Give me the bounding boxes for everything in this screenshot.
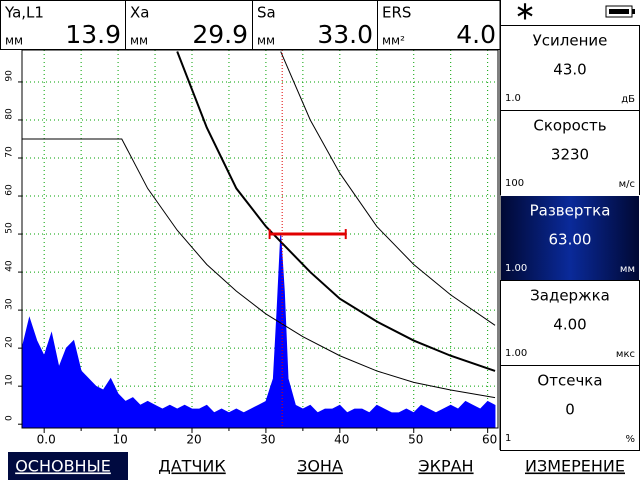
param-selected[interactable] <box>500 195 640 281</box>
star-icon: ∗ <box>514 0 536 27</box>
y-tick-label: 10 <box>5 374 15 386</box>
plot-area <box>22 50 498 428</box>
x-tick-label: 30 <box>260 433 275 447</box>
param-value: 3230 <box>551 146 589 164</box>
readout-label: Sa <box>257 4 276 22</box>
y-tick-label: 50 <box>5 222 15 234</box>
y-tick-label: 40 <box>5 260 15 272</box>
param-name: Развертка <box>530 202 611 220</box>
battery-icon <box>605 5 635 18</box>
x-tick-label: 50 <box>408 433 423 447</box>
tab[interactable]: ОСНОВНЫЕ <box>15 457 111 476</box>
dac-curve <box>22 138 496 399</box>
param-box[interactable] <box>500 25 640 111</box>
readout-box <box>125 0 253 50</box>
readout-value: 29.9 <box>192 20 248 49</box>
x-labels: 0.0 10 20 30 40 50 60 <box>37 433 498 447</box>
x-tick-label: 10 <box>112 433 127 447</box>
x-tick-label: 20 <box>186 433 201 447</box>
tab[interactable]: ИЗМЕРЕНИЕ <box>525 457 625 476</box>
param-box[interactable] <box>500 110 640 196</box>
param-min: 1.00 <box>505 348 527 359</box>
plot-frame <box>21 49 499 429</box>
param-unit: м/с <box>619 179 635 190</box>
readouts: Ya,L1 мм 13.9 Xa мм 29.9 Sa мм 33.0 ERS мм² 4.0 <box>0 0 501 50</box>
x-tick-label: 0.0 <box>37 433 56 447</box>
readout-unit: мм <box>130 34 148 48</box>
param-name: Задержка <box>530 287 610 305</box>
y-tick-label: 80 <box>5 108 15 120</box>
y-tick-label: 20 <box>5 336 15 348</box>
signal <box>22 234 496 428</box>
tab-bar: ОСНОВНЫЕ ДАТЧИК ЗОНА ЭКРАН ИЗМЕРЕНИЕ <box>8 452 625 480</box>
param-min: 1 <box>505 433 511 444</box>
param-unit: мм <box>620 264 635 275</box>
param-min: 1.00 <box>505 263 527 274</box>
param-unit: мкс <box>616 349 635 360</box>
y-tick-label: 70 <box>5 146 15 158</box>
readout-unit: мм <box>257 34 275 48</box>
param-name: Скорость <box>533 117 606 135</box>
x-tick-label: 40 <box>334 433 349 447</box>
y-tick-label: 60 <box>5 184 15 196</box>
param-value: 43.0 <box>553 61 586 79</box>
param-value: 4.00 <box>553 316 586 334</box>
readout-box <box>252 0 378 50</box>
param-value: 0 <box>565 401 575 419</box>
a-scan: 0.0 10 20 30 40 50 60 0 10 20 30 40 50 60 70 80 90 <box>5 49 499 447</box>
y-tick-label: 0 <box>5 415 15 421</box>
param-name: Усиление <box>533 32 608 50</box>
tab[interactable]: ЭКРАН <box>418 457 473 476</box>
param-unit: % <box>625 434 635 445</box>
param-name: Отсечка <box>537 372 602 390</box>
param-box[interactable] <box>500 365 640 451</box>
param-unit: дБ <box>621 94 635 105</box>
dac-curve <box>176 51 496 372</box>
readout-box <box>0 0 126 50</box>
y-tick-label: 30 <box>5 298 15 310</box>
x-tick-label: 60 <box>482 433 497 447</box>
readout-unit: мм <box>5 34 23 48</box>
readout-label: Ya,L1 <box>4 4 44 22</box>
readout-label: ERS <box>382 4 411 22</box>
readout-value: 13.9 <box>65 20 121 49</box>
readout-value: 33.0 <box>317 20 373 49</box>
y-tick-label: 90 <box>5 70 15 82</box>
tab[interactable]: ЗОНА <box>297 457 343 476</box>
param-min: 1.0 <box>505 93 521 104</box>
readout-value: 4.0 <box>456 20 496 49</box>
dac-curve <box>280 51 496 326</box>
tab[interactable]: ДАТЧИК <box>158 457 226 476</box>
param-min: 100 <box>505 178 524 189</box>
param-value: 63.00 <box>549 231 592 249</box>
param-panel: ∗ Усиление 43.0 1.0 дБ Скорость 3230 100 м/с Раз… <box>500 0 640 451</box>
readout-unit: мм² <box>382 34 405 48</box>
tab-selected-bg <box>8 452 128 480</box>
readout-label: Xa <box>130 4 149 22</box>
